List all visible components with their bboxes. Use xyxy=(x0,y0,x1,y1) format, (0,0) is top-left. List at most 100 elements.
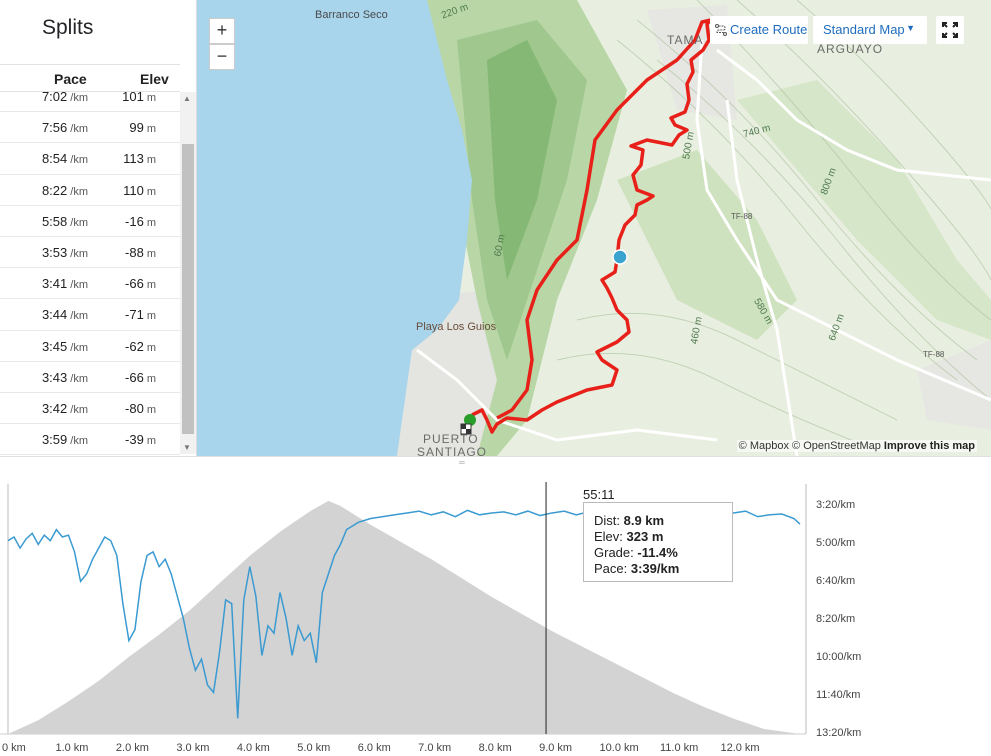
x-tick-label: 9.0 km xyxy=(539,742,572,754)
split-row[interactable]: 3:44/km -71 m xyxy=(0,299,180,331)
split-row[interactable]: 3:41/km -66 m xyxy=(0,268,180,300)
x-tick-label: 4.0 km xyxy=(237,742,270,754)
split-pace: 3:53/km xyxy=(0,245,88,260)
split-pace-unit: /km xyxy=(70,403,88,416)
split-row[interactable]: 3:43/km -66 m xyxy=(0,362,180,393)
split-row[interactable]: 8:54/km 113 m xyxy=(0,143,180,175)
split-elev-value: -16 xyxy=(125,213,144,229)
y-tick-label: 11:40/km xyxy=(816,689,860,701)
split-pace-value: 5:58 xyxy=(41,213,68,229)
split-row[interactable]: 7:02/km 101 m xyxy=(0,81,180,113)
scrollbar-thumb[interactable] xyxy=(182,144,194,434)
split-pace-unit: /km xyxy=(70,154,88,167)
split-elev-value: -80 xyxy=(125,400,144,416)
chart-tooltip: Dist: 8.9 km Elev: 323 m Grade: -11.4% P… xyxy=(583,502,733,582)
caret-down-icon: ▼ xyxy=(906,23,915,33)
split-elev: -80 m xyxy=(110,401,156,416)
x-tick-label: 6.0 km xyxy=(358,742,391,754)
split-pace-value: 7:56 xyxy=(41,120,68,136)
improve-map-link[interactable]: Improve this map xyxy=(883,440,975,452)
x-tick-label: 7.0 km xyxy=(418,742,451,754)
split-pace: 3:43/km xyxy=(0,370,88,385)
split-elev-value: -62 xyxy=(125,338,144,354)
split-pace-value: 3:44 xyxy=(41,307,68,323)
elev-column-header[interactable]: Elev xyxy=(140,71,169,87)
osm-link[interactable]: © OpenStreetMap xyxy=(792,440,881,452)
zoom-out-button[interactable]: − xyxy=(209,44,235,70)
x-tick-label: 2.0 km xyxy=(116,742,149,754)
split-elev-value: -88 xyxy=(125,244,144,260)
split-elev: -71 m xyxy=(110,307,156,322)
split-pace: 3:59/km xyxy=(0,432,88,447)
split-elev: 110 m xyxy=(110,183,156,198)
split-elev-value: -39 xyxy=(125,432,144,448)
y-ticks-right: 3:20/km 5:00/km 6:40/km 8:20/km 10:00/km 11:4… xyxy=(816,499,861,739)
y-tick-label: 13:20/km xyxy=(816,727,861,739)
split-elev: -66 m xyxy=(110,276,156,291)
split-pace-unit: /km xyxy=(70,341,88,354)
label-tama: TAMA xyxy=(667,33,704,47)
split-pace-unit: /km xyxy=(70,185,88,198)
route-line xyxy=(471,18,713,434)
split-pace-unit: /km xyxy=(70,310,88,323)
split-pace: 5:58/km xyxy=(0,214,88,229)
resize-grip-icon[interactable]: ═ xyxy=(459,458,465,467)
zoom-in-button[interactable]: + xyxy=(209,18,235,44)
create-route-button[interactable]: Create Route xyxy=(710,16,808,44)
x-ticks: 0 km 1.0 km 2.0 km 3.0 km 4.0 km 5.0 km 6.0 km… xyxy=(2,742,760,754)
split-pace-value: 8:22 xyxy=(41,182,68,198)
split-pace-unit: /km xyxy=(70,435,88,448)
split-row[interactable]: 8:22/km 110 m xyxy=(0,175,180,206)
split-elev: 99 m xyxy=(110,120,156,135)
label-playa-los-guios: Playa Los Guios xyxy=(416,321,497,333)
split-row[interactable]: 3:59/km -39 m xyxy=(0,424,180,456)
create-route-label: Create Route xyxy=(730,22,808,37)
fullscreen-button[interactable] xyxy=(936,16,964,44)
split-pace-unit: /km xyxy=(70,92,88,104)
tooltip-elev: Elev: 323 m xyxy=(594,529,664,544)
split-row[interactable]: 5:58/km -16 m xyxy=(0,206,180,237)
map-canvas[interactable] xyxy=(197,0,991,456)
split-elev: 113 m xyxy=(110,151,156,166)
mapbox-link[interactable]: © Mapbox xyxy=(738,440,789,452)
x-tick-label: 1.0 km xyxy=(55,742,88,754)
splits-scrollbar[interactable]: ▲ ▼ xyxy=(180,92,196,454)
pace-elevation-chart[interactable]: 0 km 1.0 km 2.0 km 3.0 km 4.0 km 5.0 km 6.0 km… xyxy=(0,464,991,756)
split-elev-unit: m xyxy=(146,123,156,136)
split-pace-unit: /km xyxy=(70,279,88,292)
start-marker xyxy=(464,414,476,426)
split-elev-value: 99 xyxy=(129,120,144,136)
label-puerto: PUERTO xyxy=(423,432,479,446)
map-style-dropdown[interactable]: Standard Map ▼ xyxy=(813,16,927,44)
split-elev-unit: m xyxy=(146,310,156,323)
split-pace-unit: /km xyxy=(70,247,88,260)
splits-panel: Splits Pace Elev 7:02/km 101 m 7:56/km 99 m 8:… xyxy=(0,0,197,456)
split-pace-value: 7:02 xyxy=(41,89,68,104)
pace-column-header[interactable]: Pace xyxy=(54,71,87,87)
split-pace-value: 3:45 xyxy=(41,338,68,354)
route-icon xyxy=(715,24,727,36)
road-label-tf88: TF-88 xyxy=(731,212,753,221)
y-tick-label: 5:00/km xyxy=(816,537,855,549)
split-elev: -16 m xyxy=(110,214,156,229)
split-pace-value: 8:54 xyxy=(41,151,68,167)
split-elev-unit: m xyxy=(146,185,156,198)
split-elev: -66 m xyxy=(110,370,156,385)
panel-divider[interactable] xyxy=(0,456,991,464)
split-pace: 8:22/km xyxy=(0,183,88,198)
split-elev-unit: m xyxy=(146,154,156,167)
split-row[interactable]: 3:53/km -88 m xyxy=(0,237,180,269)
scroll-down-icon[interactable]: ▼ xyxy=(183,443,191,452)
split-row[interactable]: 7:56/km 99 m xyxy=(0,112,180,144)
split-elev: -88 m xyxy=(110,245,156,260)
split-row[interactable]: 3:42/km -80 m xyxy=(0,393,180,425)
scroll-up-icon[interactable]: ▲ xyxy=(183,94,191,103)
cursor-time: 55:11 xyxy=(583,487,615,502)
split-pace: 8:54/km xyxy=(0,151,88,166)
split-row[interactable]: 3:45/km -62 m xyxy=(0,331,180,362)
split-pace: 7:02/km xyxy=(0,89,88,104)
split-elev-value: -71 xyxy=(125,307,144,323)
route-map[interactable]: Barranco Seco Playa Los Guios PUERTO SAN… xyxy=(197,0,991,456)
split-pace-value: 3:42 xyxy=(41,400,68,416)
